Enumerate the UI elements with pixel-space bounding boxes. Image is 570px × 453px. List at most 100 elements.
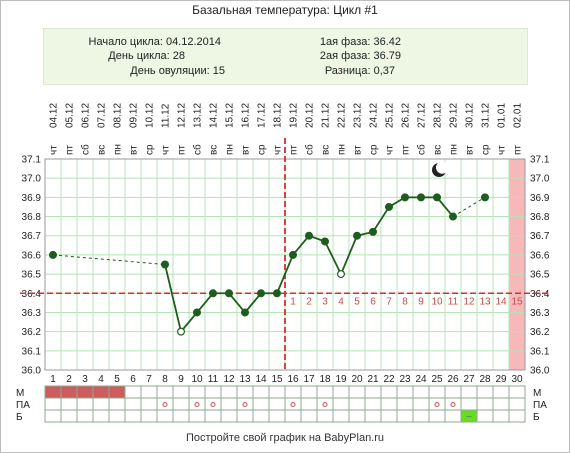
table-cell bbox=[60, 397, 78, 411]
y-tick-right: 36.2 bbox=[530, 327, 550, 338]
chart-title: Базальная температура: Цикл #1 bbox=[192, 3, 378, 17]
marker-circle bbox=[450, 402, 456, 407]
table-cell bbox=[172, 397, 190, 411]
marker-circle bbox=[434, 402, 440, 407]
table-cell bbox=[348, 409, 366, 423]
date-label: 18.12 bbox=[273, 103, 284, 128]
x-day-label: 18 bbox=[319, 374, 331, 385]
weekday-label: ср bbox=[145, 144, 156, 155]
table-cell bbox=[76, 397, 94, 411]
series-dashed-segment bbox=[452, 196, 486, 217]
table-cell bbox=[76, 385, 94, 399]
highlight-day-column bbox=[509, 159, 525, 370]
weekday-label: вт bbox=[465, 145, 476, 155]
table-cell bbox=[300, 397, 318, 411]
data-point bbox=[48, 250, 57, 259]
table-cell bbox=[476, 397, 494, 411]
moon-cutout bbox=[436, 161, 449, 174]
date-label: 25.12 bbox=[385, 103, 396, 128]
y-tick-right: 36.9 bbox=[530, 193, 550, 204]
date-label: 29.12 bbox=[449, 103, 460, 128]
row-label-right: ПА bbox=[533, 400, 547, 411]
table-cell bbox=[284, 397, 302, 411]
marker-circle bbox=[290, 402, 296, 407]
table-cell bbox=[92, 385, 110, 399]
data-point bbox=[289, 250, 298, 259]
table-cell bbox=[204, 385, 222, 399]
series-segment bbox=[164, 264, 182, 332]
x-day-label: 22 bbox=[383, 374, 395, 385]
table-cell bbox=[220, 397, 238, 411]
info-panel: Начало цикла: 04.12.2014 День цикла: 28 … bbox=[43, 28, 528, 85]
row-label-left: Б bbox=[16, 412, 23, 423]
table-cell bbox=[140, 397, 158, 411]
y-tick-left: 36.2 bbox=[22, 327, 42, 338]
table-cell bbox=[60, 409, 78, 423]
table-cell bbox=[412, 409, 430, 423]
data-point bbox=[193, 308, 202, 317]
series-segment bbox=[436, 196, 454, 218]
date-label: 08.12 bbox=[113, 103, 124, 128]
y-tick-right: 36.1 bbox=[530, 346, 550, 357]
x-axis-day-labels: 1 2 3 4 5 6 7 8 9 10 11 12 13 14 15 16 17 18 19 20 21 22 23 24 2… bbox=[50, 374, 523, 385]
weekday-label: чт bbox=[497, 145, 508, 155]
table-cell bbox=[108, 385, 126, 399]
phase2-day-label: 12 bbox=[463, 296, 475, 307]
weekday-label: чт bbox=[385, 145, 396, 155]
table-cell bbox=[508, 385, 526, 399]
cycle-start: Начало цикла: 04.12.2014 bbox=[88, 36, 221, 48]
data-point bbox=[417, 193, 426, 202]
reference-lines: 1 2 3 4 5 6 7 8 9 10 11 12 13 14 15 bbox=[20, 138, 550, 370]
phase2-day-label: 11 bbox=[448, 296, 459, 307]
phase2-day-label: 15 bbox=[511, 296, 523, 307]
x-day-label: 2 bbox=[66, 374, 72, 385]
table-cell bbox=[124, 397, 142, 411]
phase2-day-label: 14 bbox=[495, 296, 507, 307]
series-segment bbox=[180, 311, 198, 333]
table-cell bbox=[444, 385, 462, 399]
table-cell bbox=[76, 409, 94, 423]
phase2-day-label: 6 bbox=[370, 296, 376, 307]
data-point bbox=[385, 202, 394, 211]
date-label: 19.12 bbox=[289, 103, 300, 128]
table-cell bbox=[332, 385, 350, 399]
series-dashed-segment bbox=[52, 254, 166, 265]
x-day-label: 24 bbox=[415, 374, 427, 385]
y-tick-right: 36.0 bbox=[530, 366, 550, 377]
data-point bbox=[401, 193, 410, 202]
weekday-label: чт bbox=[161, 145, 172, 155]
date-label: 28.12 bbox=[433, 103, 444, 128]
x-day-label: 10 bbox=[191, 374, 203, 385]
table-cell bbox=[268, 409, 286, 423]
table-cell bbox=[172, 409, 190, 423]
series-segment bbox=[340, 235, 358, 275]
y-tick-right: 37.0 bbox=[530, 174, 550, 185]
x-day-label: 30 bbox=[511, 374, 523, 385]
weekday-label: чт bbox=[49, 145, 60, 155]
x-day-label: 13 bbox=[239, 374, 251, 385]
data-point bbox=[209, 289, 218, 298]
table-cell bbox=[476, 385, 494, 399]
date-label: 12.12 bbox=[177, 103, 188, 128]
x-day-label: 5 bbox=[114, 374, 120, 385]
weekday-label: сб bbox=[416, 144, 428, 155]
marker-circle bbox=[194, 402, 200, 407]
table-cell bbox=[508, 409, 526, 423]
table-cell bbox=[460, 397, 478, 411]
weekday-label: ср bbox=[481, 144, 492, 155]
marker-circle bbox=[322, 402, 328, 407]
table-cell bbox=[380, 397, 398, 411]
weekday-label: сб bbox=[192, 144, 204, 155]
x-day-label: 25 bbox=[431, 374, 443, 385]
x-day-label: 12 bbox=[223, 374, 235, 385]
table-cell bbox=[316, 409, 334, 423]
data-point bbox=[353, 231, 362, 240]
data-point bbox=[305, 231, 314, 240]
data-point-hollow bbox=[337, 270, 346, 279]
weekday-label: пн bbox=[225, 144, 236, 155]
table-cell bbox=[44, 409, 62, 423]
table-cell bbox=[284, 409, 302, 423]
date-label: 20.12 bbox=[305, 103, 316, 128]
series-segment bbox=[276, 254, 294, 294]
